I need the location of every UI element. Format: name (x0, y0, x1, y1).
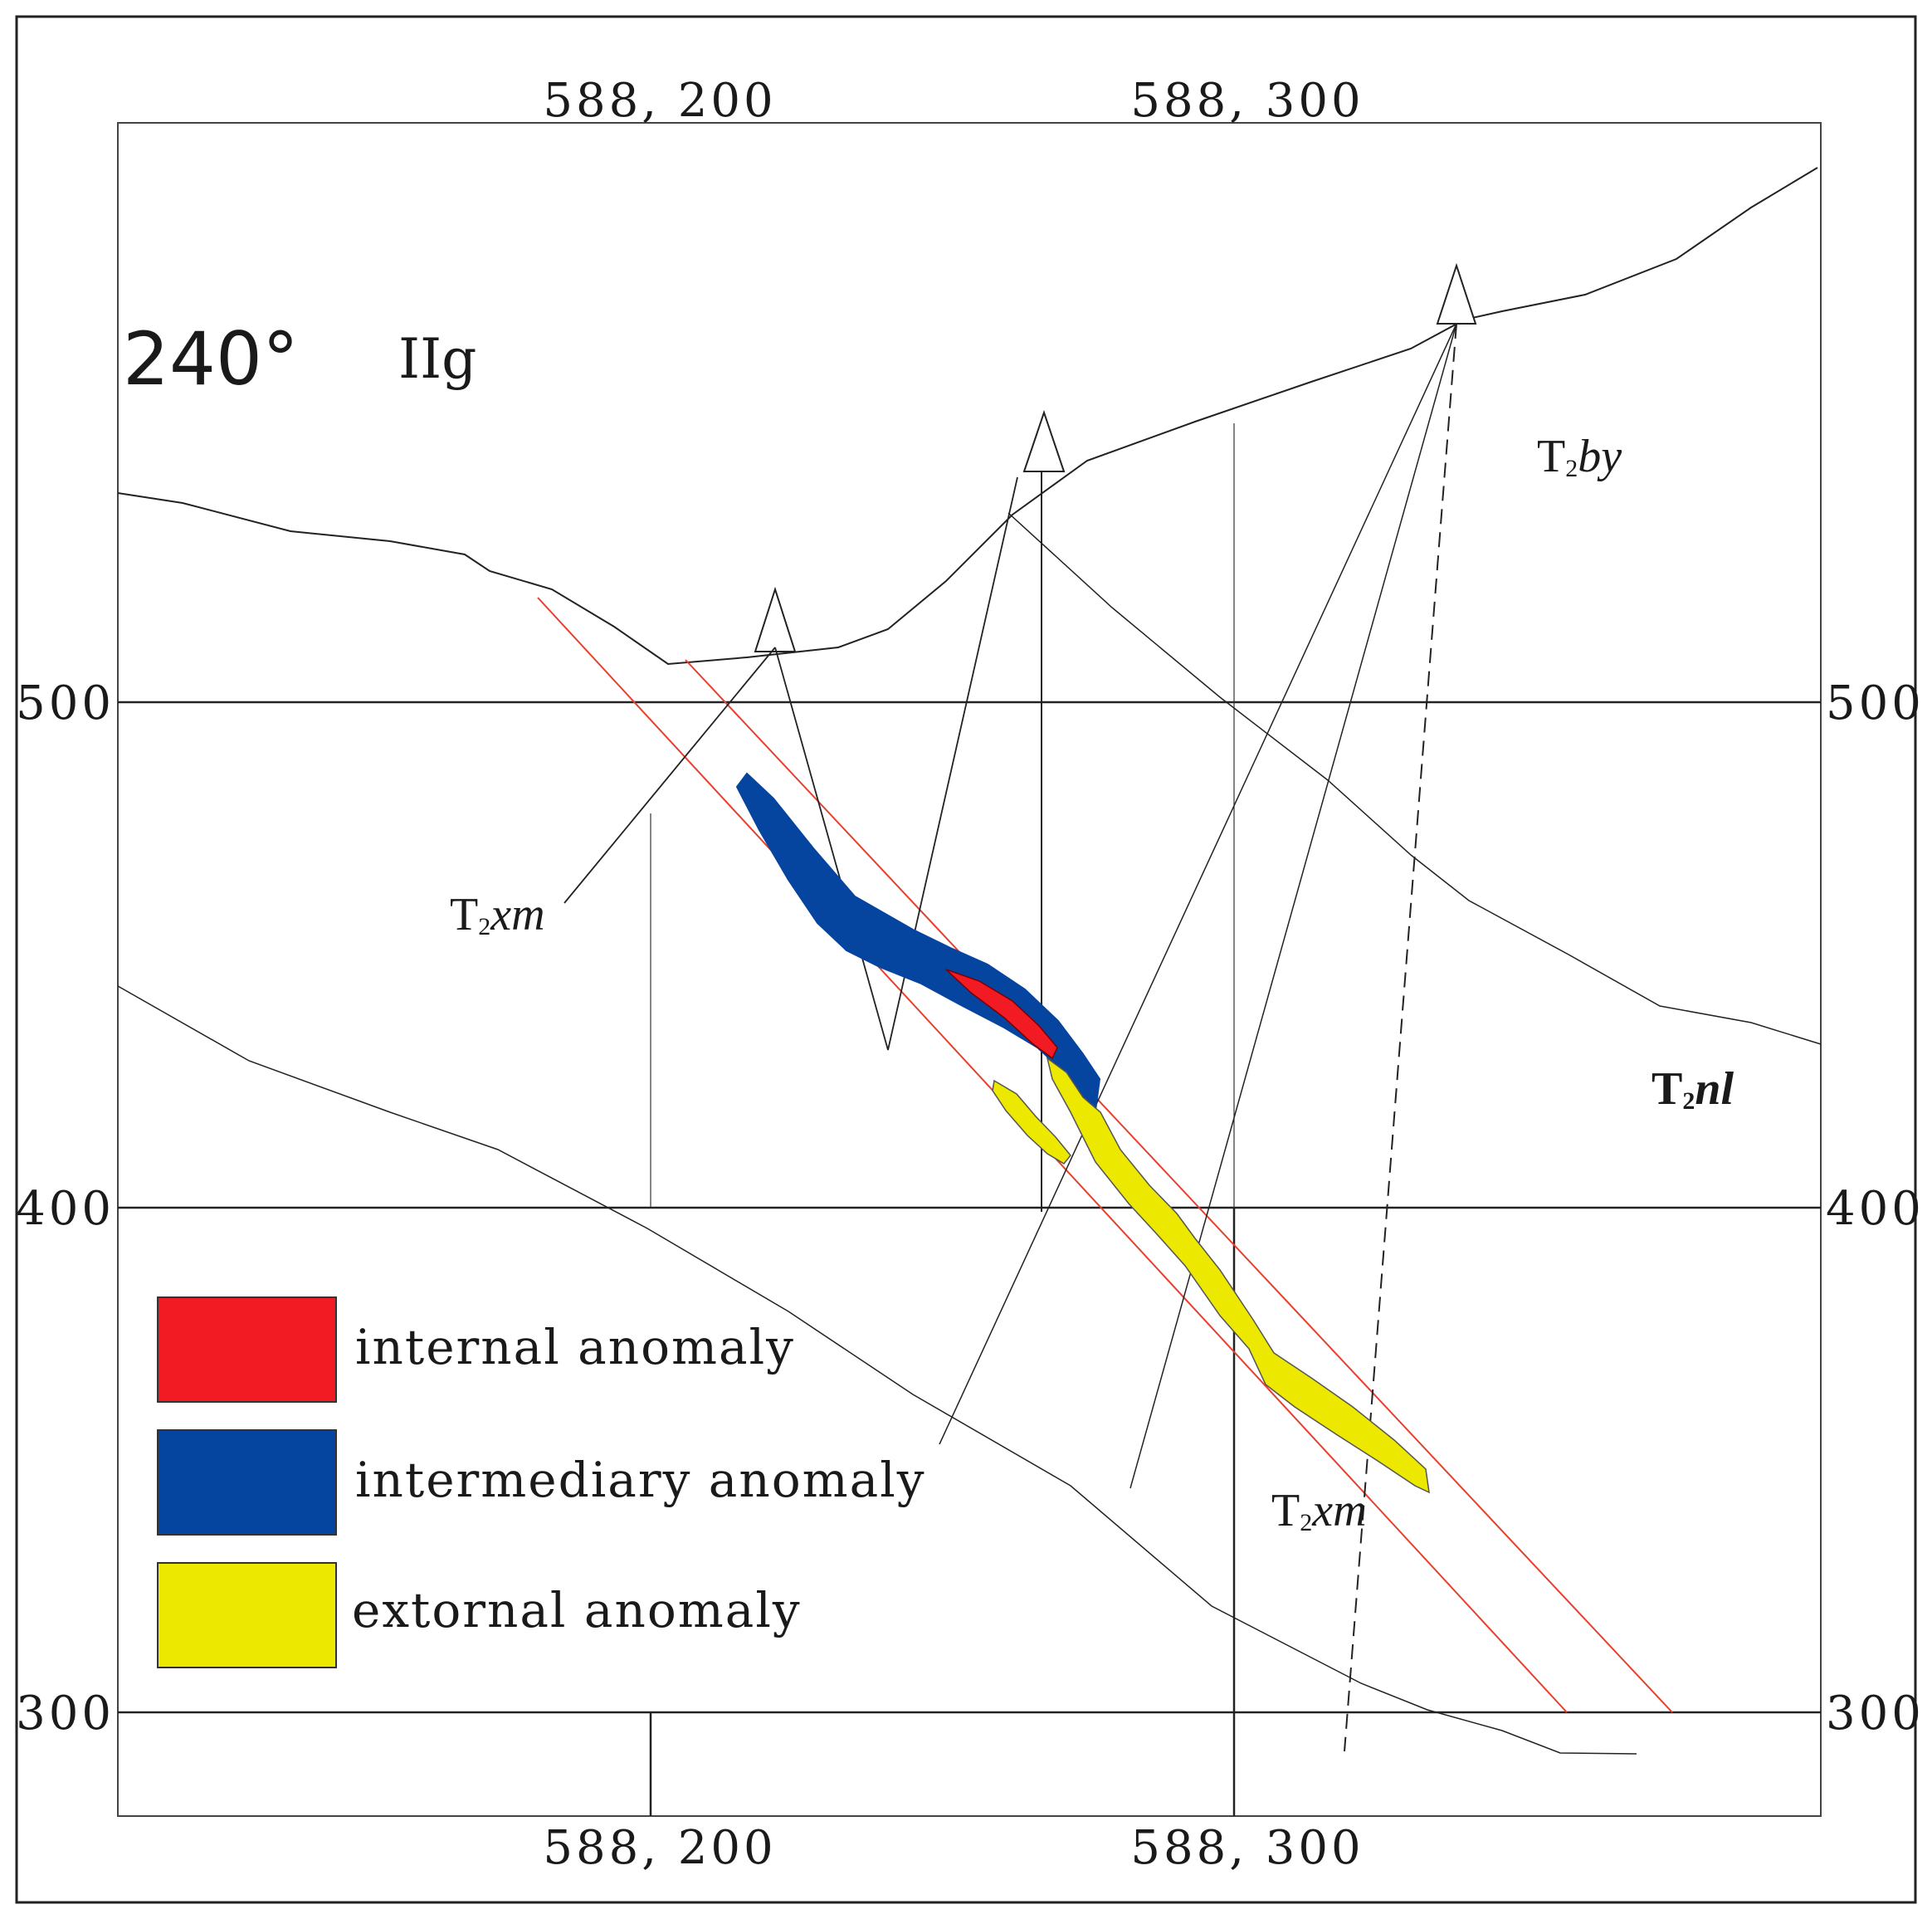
drillhole-1-inclined (564, 647, 776, 904)
topographic-line (117, 167, 1818, 666)
drillhole-3-a (939, 323, 1457, 1445)
legend: internal anomaly intermediary anomaly ex… (157, 1296, 926, 1668)
left-tick-label: 300 (16, 1687, 115, 1741)
top-tick-label: 588, 300 (1130, 74, 1364, 128)
section-azimuth: 240° (123, 316, 299, 402)
fault-line-upper (685, 659, 1673, 1713)
upper-stratigraphic-boundary (1007, 512, 1822, 1045)
stratum-label-xm: T2xm (450, 889, 545, 940)
map-frame (117, 122, 1822, 1817)
right-tick-label: 400 (1826, 1182, 1925, 1236)
legend-label: extornal anomaly (352, 1582, 802, 1638)
drill-rig-icon (1436, 262, 1477, 325)
right-tick-label: 300 (1826, 1687, 1925, 1741)
stratum-label-nl: T2nl (1651, 1063, 1734, 1115)
drillhole-3-c (1344, 323, 1457, 1752)
outer-frame (15, 15, 1917, 1904)
drill-rig-icon (754, 586, 797, 652)
stratum-label-by: T2by (1537, 431, 1622, 482)
bottom-tick-label: 588, 300 (1130, 1821, 1364, 1875)
left-tick-label: 500 (16, 676, 115, 730)
legend-swatch-extornal (157, 1562, 337, 1668)
legend-label: intermediary anomaly (355, 1452, 926, 1508)
legend-label: internal anomaly (355, 1319, 795, 1375)
legend-swatch-intermediary (157, 1429, 337, 1536)
stratum-label-xm: T2xm (1271, 1485, 1367, 1536)
extornal-anomaly-body-main (1046, 1057, 1430, 1494)
lower-stratigraphic-boundary (117, 985, 1637, 1755)
right-tick-label: 500 (1826, 676, 1925, 730)
orebody-unit-label: IIg (398, 327, 476, 391)
drillholes (564, 262, 1477, 1752)
top-tick-label: 588, 200 (543, 74, 776, 128)
legend-swatch-internal (157, 1296, 337, 1403)
drillhole-3-b (1129, 323, 1457, 1489)
bottom-tick-label: 588, 200 (543, 1821, 776, 1875)
internal-anomaly-body (945, 969, 1058, 1060)
left-tick-label: 400 (16, 1182, 115, 1236)
extornal-anomaly-body-small (992, 1079, 1071, 1165)
drillhole-1 (774, 476, 1018, 1051)
grid (118, 701, 1821, 1816)
drill-rig-icon (1022, 409, 1066, 472)
intermediary-anomaly-body (735, 772, 1101, 1113)
